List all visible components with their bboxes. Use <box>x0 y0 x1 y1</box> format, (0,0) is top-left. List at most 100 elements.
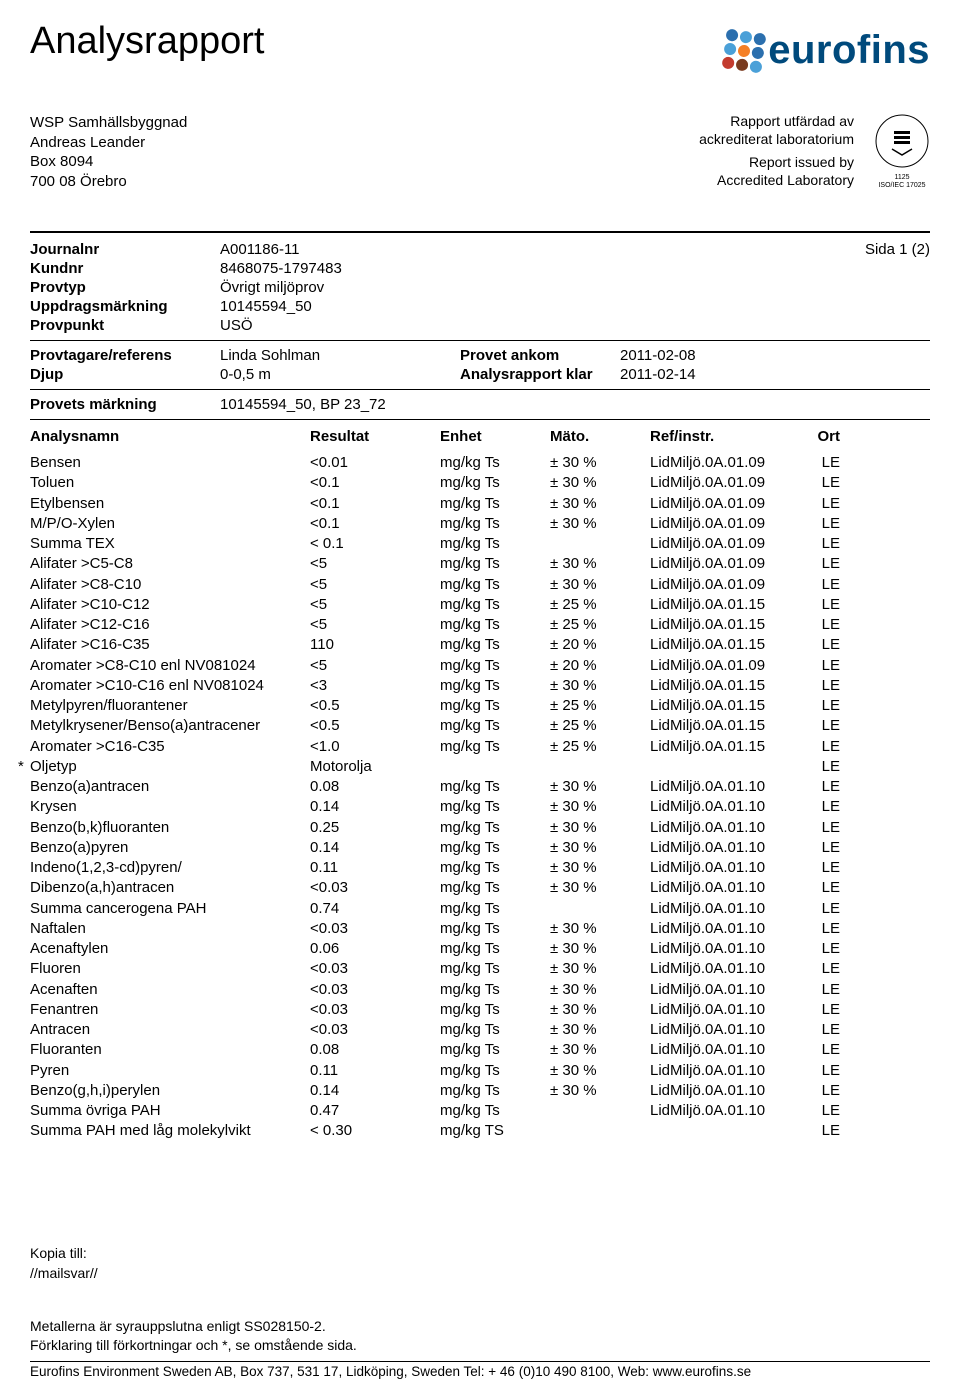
accuracy-value: ± 25 % <box>550 595 650 615</box>
reference-value: LidMiljö.0A.01.10 <box>650 1040 800 1060</box>
divider <box>30 340 930 341</box>
table-row: Summa cancerogena PAH0.74mg/kg TsLidMilj… <box>30 899 930 919</box>
analysis-name: Aromater >C8-C10 enl NV081024 <box>30 656 310 676</box>
meta-label: Provtyp <box>30 279 220 296</box>
ort-value: LE <box>800 777 840 797</box>
footer-note: Metallerna är syrauppslutna enligt SS028… <box>30 1317 930 1336</box>
reference-value: LidMiljö.0A.01.10 <box>650 777 800 797</box>
result-value: 0.14 <box>310 797 440 817</box>
analysis-name: Antracen <box>30 1020 310 1040</box>
result-value: 0.11 <box>310 858 440 878</box>
analysis-name: Alifater >C5-C8 <box>30 554 310 574</box>
unit-value: mg/kg Ts <box>440 1040 550 1060</box>
reference-value: LidMiljö.0A.01.10 <box>650 980 800 1000</box>
result-value: <0.03 <box>310 1020 440 1040</box>
accuracy-value: ± 25 % <box>550 615 650 635</box>
reference-value: LidMiljö.0A.01.10 <box>650 939 800 959</box>
accuracy-value: ± 30 % <box>550 878 650 898</box>
analysis-name: Alifater >C8-C10 <box>30 575 310 595</box>
analysis-name: Pyren <box>30 1061 310 1081</box>
col-header: Resultat <box>310 428 440 445</box>
result-value: <0.03 <box>310 1000 440 1020</box>
accuracy-value: ± 30 % <box>550 1040 650 1060</box>
accuracy-value: ± 30 % <box>550 797 650 817</box>
unit-value: mg/kg Ts <box>440 656 550 676</box>
table-row: Benzo(b,k)fluoranten0.25mg/kg Ts± 30 %Li… <box>30 818 930 838</box>
accuracy-value: ± 30 % <box>550 1061 650 1081</box>
eurofins-logo: eurofins <box>724 28 930 73</box>
reference-value: LidMiljö.0A.01.15 <box>650 635 800 655</box>
table-row: *OljetypMotoroljaLE <box>30 757 930 777</box>
reference-value: LidMiljö.0A.01.09 <box>650 494 800 514</box>
accuracy-value: ± 30 % <box>550 676 650 696</box>
ort-value: LE <box>800 919 840 939</box>
accuracy-value: ± 30 % <box>550 777 650 797</box>
unit-value: mg/kg Ts <box>440 534 550 554</box>
reference-value: LidMiljö.0A.01.10 <box>650 858 800 878</box>
page-title: Analysrapport <box>30 20 264 63</box>
result-value: 0.47 <box>310 1101 440 1121</box>
table-row: M/P/O-Xylen<0.1mg/kg Ts± 30 %LidMiljö.0A… <box>30 514 930 534</box>
reference-value: LidMiljö.0A.01.15 <box>650 737 800 757</box>
reference-value: LidMiljö.0A.01.15 <box>650 696 800 716</box>
result-value: <0.01 <box>310 453 440 473</box>
unit-value: mg/kg Ts <box>440 716 550 736</box>
result-value: 0.08 <box>310 1040 440 1060</box>
ort-value: LE <box>800 696 840 716</box>
accuracy-value <box>550 1101 650 1121</box>
accuracy-value: ± 30 % <box>550 980 650 1000</box>
result-value: <0.03 <box>310 980 440 1000</box>
accuracy-value: ± 30 % <box>550 494 650 514</box>
col-header: Enhet <box>440 428 550 445</box>
accuracy-value <box>550 899 650 919</box>
ort-value: LE <box>800 554 840 574</box>
ort-value: LE <box>800 797 840 817</box>
ort-value: LE <box>800 818 840 838</box>
analysis-name: Oljetyp <box>30 757 310 777</box>
divider <box>30 231 930 233</box>
reference-value: LidMiljö.0A.01.10 <box>650 919 800 939</box>
result-value: <0.5 <box>310 696 440 716</box>
accuracy-value: ± 30 % <box>550 838 650 858</box>
unit-value: mg/kg Ts <box>440 635 550 655</box>
ort-value: LE <box>800 878 840 898</box>
accuracy-value <box>550 534 650 554</box>
reference-value <box>650 1121 800 1141</box>
reference-value: LidMiljö.0A.01.10 <box>650 838 800 858</box>
table-row: Acenaftylen0.06mg/kg Ts± 30 %LidMiljö.0A… <box>30 939 930 959</box>
swedac-standard: ISO/IEC 17025 <box>874 182 930 190</box>
ort-value: LE <box>800 1101 840 1121</box>
unit-value: mg/kg Ts <box>440 676 550 696</box>
table-row: Alifater >C8-C10<5mg/kg Ts± 30 %LidMiljö… <box>30 575 930 595</box>
reference-value: LidMiljö.0A.01.10 <box>650 1061 800 1081</box>
table-row: Dibenzo(a,h)antracen<0.03mg/kg Ts± 30 %L… <box>30 878 930 898</box>
ort-value: LE <box>800 858 840 878</box>
accuracy-value: ± 30 % <box>550 514 650 534</box>
analysis-name: Dibenzo(a,h)antracen <box>30 878 310 898</box>
analysis-name: Benzo(b,k)fluoranten <box>30 818 310 838</box>
table-row: Toluen<0.1mg/kg Ts± 30 %LidMiljö.0A.01.0… <box>30 473 930 493</box>
reference-value: LidMiljö.0A.01.10 <box>650 797 800 817</box>
logo-dots-icon <box>722 28 767 73</box>
result-value: <5 <box>310 554 440 574</box>
result-value: <0.1 <box>310 514 440 534</box>
analysis-name: Summa PAH med låg molekylvikt <box>30 1121 310 1141</box>
accuracy-value: ± 30 % <box>550 453 650 473</box>
result-value: <5 <box>310 656 440 676</box>
analysis-name: Indeno(1,2,3-cd)pyren/ <box>30 858 310 878</box>
footer: Kopia till: //mailsvar// Metallerna är s… <box>30 1245 930 1379</box>
ort-value: LE <box>800 473 840 493</box>
sub-header: WSP Samhällsbyggnad Andreas Leander Box … <box>30 113 930 191</box>
analysis-name: Summa TEX <box>30 534 310 554</box>
table-row: Alifater >C16-C35110mg/kg Ts± 20 %LidMil… <box>30 635 930 655</box>
accuracy-value: ± 25 % <box>550 716 650 736</box>
ort-value: LE <box>800 716 840 736</box>
accuracy-value: ± 25 % <box>550 696 650 716</box>
accreditation-text: Rapport utfärdad av ackrediterat laborat… <box>699 113 854 189</box>
result-value: 0.14 <box>310 838 440 858</box>
accuracy-value: ± 30 % <box>550 473 650 493</box>
accuracy-value: ± 25 % <box>550 737 650 757</box>
unit-value: mg/kg Ts <box>440 919 550 939</box>
unit-value: mg/kg Ts <box>440 1061 550 1081</box>
table-row: Summa TEX< 0.1mg/kg TsLidMiljö.0A.01.09L… <box>30 534 930 554</box>
